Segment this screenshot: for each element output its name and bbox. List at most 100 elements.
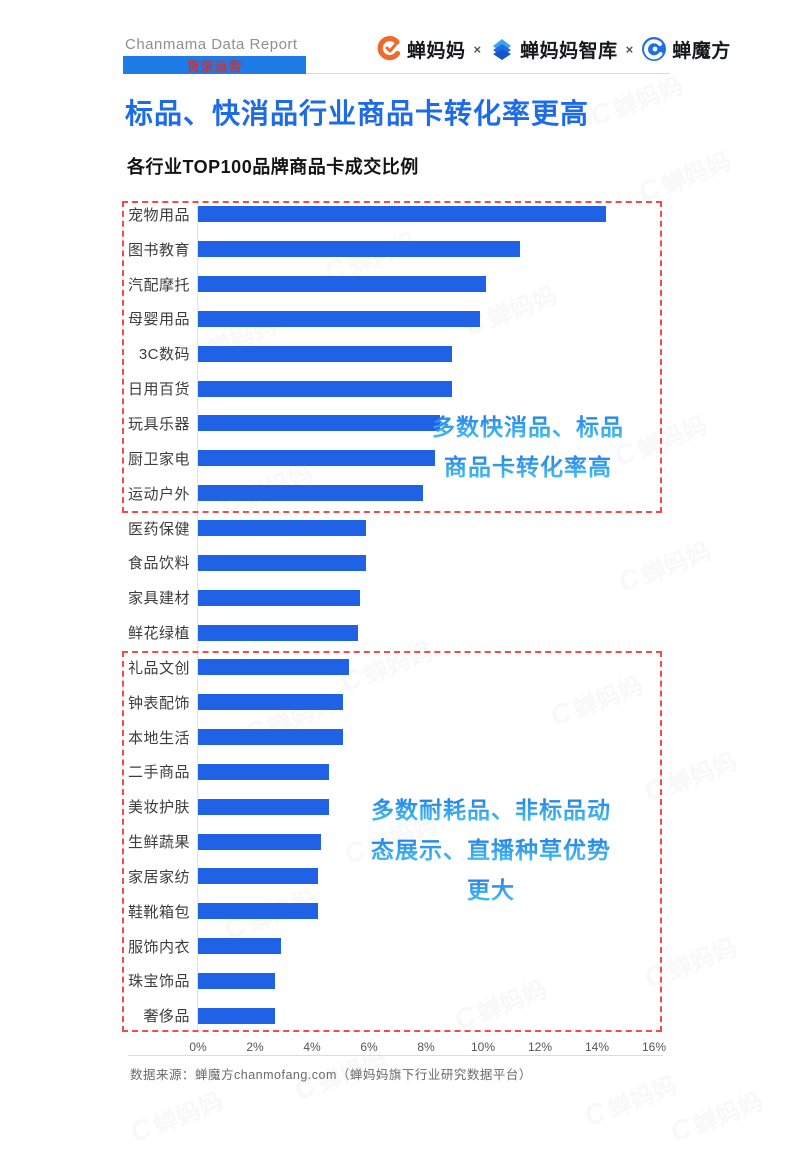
category-label: 奢侈品 — [143, 1008, 190, 1026]
logo-label: 蝉妈妈 — [407, 40, 466, 62]
category-label: 食品饮料 — [127, 555, 190, 573]
annotation-line: 商品卡转化率高 — [418, 447, 638, 487]
category-label: 鲜花绿植 — [127, 625, 190, 643]
bar-row: 礼品文创 — [0, 650, 794, 685]
category-label: 厨卫家电 — [127, 450, 190, 468]
bar-row: 厨卫家电 — [0, 441, 794, 476]
bar — [198, 485, 424, 502]
bar-row: 二手商品 — [0, 755, 794, 790]
x-axis-tick: 8% — [417, 1040, 435, 1054]
bar-row: 美妆护肤 — [0, 789, 794, 824]
x-axis-tick: 16% — [641, 1040, 667, 1054]
bar — [198, 310, 481, 327]
bar — [198, 345, 452, 362]
bar-row: 医药保健 — [0, 511, 794, 546]
x-axis-tick: 10% — [470, 1040, 496, 1054]
logo-group: 蝉妈妈 — [376, 36, 466, 63]
logo-row: 蝉妈妈 × 蝉妈妈智库 × 蝉魔方 — [376, 34, 731, 64]
logo-separator: × — [625, 41, 634, 57]
bar — [198, 520, 367, 537]
category-label: 家具建材 — [127, 590, 190, 608]
category-label: 鞋靴箱包 — [127, 903, 190, 921]
category-label: 玩具乐器 — [127, 415, 190, 433]
bar-row: 珠宝饰品 — [0, 964, 794, 999]
footer-divider — [128, 1055, 663, 1056]
bar — [198, 415, 441, 432]
watermark-text: 蝉妈妈 — [604, 1071, 681, 1124]
bar — [198, 972, 275, 989]
bar-row: 运动户外 — [0, 476, 794, 511]
bar-row: 图书教育 — [0, 232, 794, 267]
bar — [198, 729, 344, 746]
category-label: 美妆护肤 — [127, 799, 190, 817]
watermark-text: 蝉妈妈 — [690, 1087, 767, 1140]
report-brand-text: Chanmama Data Report — [125, 36, 298, 53]
category-label: 钟表配饰 — [127, 694, 190, 712]
bar — [198, 868, 318, 885]
x-axis-tick: 4% — [303, 1040, 321, 1054]
bar-row: 生鲜蔬果 — [0, 824, 794, 859]
category-label: 本地生活 — [127, 729, 190, 747]
highlight-box-top — [122, 201, 662, 513]
bar-row: 食品饮料 — [0, 545, 794, 580]
category-label: 宠物用品 — [127, 206, 190, 224]
bar — [198, 380, 452, 397]
highlight-box-bottom — [122, 651, 662, 1032]
chanmama-zhiku-logo-icon — [489, 36, 515, 62]
bar-row: 玩具乐器 — [0, 406, 794, 441]
watermark-logo-glyph: C — [579, 1095, 610, 1132]
category-label: 汽配摩托 — [127, 276, 190, 294]
page-title: 标品、快消品行业商品卡转化率更高 — [125, 98, 590, 129]
bar — [198, 1007, 275, 1024]
x-axis: 0% 2% 4% 6% 8% 10% 12% 14% 16% — [0, 1040, 794, 1054]
bar-row: 本地生活 — [0, 720, 794, 755]
bar — [198, 554, 367, 571]
category-label: 生鲜蔬果 — [127, 834, 190, 852]
logo-group: 蝉妈妈智库 — [489, 36, 618, 63]
data-source-text: 数据来源：蝉魔方chanmofang.com（蝉妈妈旗下行业研究数据平台） — [130, 1068, 532, 1082]
bar — [198, 206, 606, 223]
category-label: 礼品文创 — [127, 659, 190, 677]
bar-row: 宠物用品 — [0, 197, 794, 232]
category-label: 珠宝饰品 — [127, 973, 190, 991]
bar-row: 母婴用品 — [0, 302, 794, 337]
bar-row: 钟表配饰 — [0, 685, 794, 720]
section-tag: 货架运营 — [123, 56, 306, 74]
bar-row: 3C数码 — [0, 336, 794, 371]
watermark-text: 蝉妈妈 — [150, 1087, 227, 1140]
category-label: 3C数码 — [138, 346, 190, 364]
annotation-line: 更大 — [366, 870, 616, 910]
x-axis-tick: 14% — [584, 1040, 610, 1054]
y-axis-line — [197, 199, 198, 1033]
bar-row: 家居家纺 — [0, 859, 794, 894]
category-label: 母婴用品 — [127, 311, 190, 329]
annotation-line: 多数快消品、标品 — [418, 407, 638, 447]
header-divider — [123, 73, 670, 74]
bar — [198, 624, 358, 641]
category-label: 图书教育 — [127, 241, 190, 259]
watermark-logo-glyph: C — [125, 1111, 156, 1148]
bar-row: 服饰内衣 — [0, 929, 794, 964]
bar-row: 家具建材 — [0, 580, 794, 615]
chanmama-logo-icon — [376, 36, 402, 62]
annotation-line: 态展示、直播种草优势 — [366, 830, 616, 870]
chart-title: 各行业TOP100品牌商品卡成交比例 — [127, 157, 419, 177]
annotation-line: 多数耐耗品、非标品动 — [366, 790, 616, 830]
bar — [198, 903, 318, 920]
bar — [198, 589, 361, 606]
annotation-top: 多数快消品、标品 商品卡转化率高 — [418, 407, 638, 487]
logo-separator: × — [473, 41, 482, 57]
x-axis-tick: 0% — [189, 1040, 207, 1054]
bar — [198, 450, 435, 467]
x-axis-tick: 2% — [246, 1040, 264, 1054]
category-label: 家居家纺 — [127, 868, 190, 886]
watermark-logo-glyph: C — [585, 95, 616, 132]
x-axis-tick: 12% — [527, 1040, 553, 1054]
category-label: 二手商品 — [127, 764, 190, 782]
logo-label: 蝉妈妈智库 — [520, 40, 618, 62]
annotation-bottom: 多数耐耗品、非标品动 态展示、直播种草优势 更大 — [366, 790, 616, 910]
bar-row: 鞋靴箱包 — [0, 894, 794, 929]
watermark-text: 蝉妈妈 — [610, 71, 687, 124]
